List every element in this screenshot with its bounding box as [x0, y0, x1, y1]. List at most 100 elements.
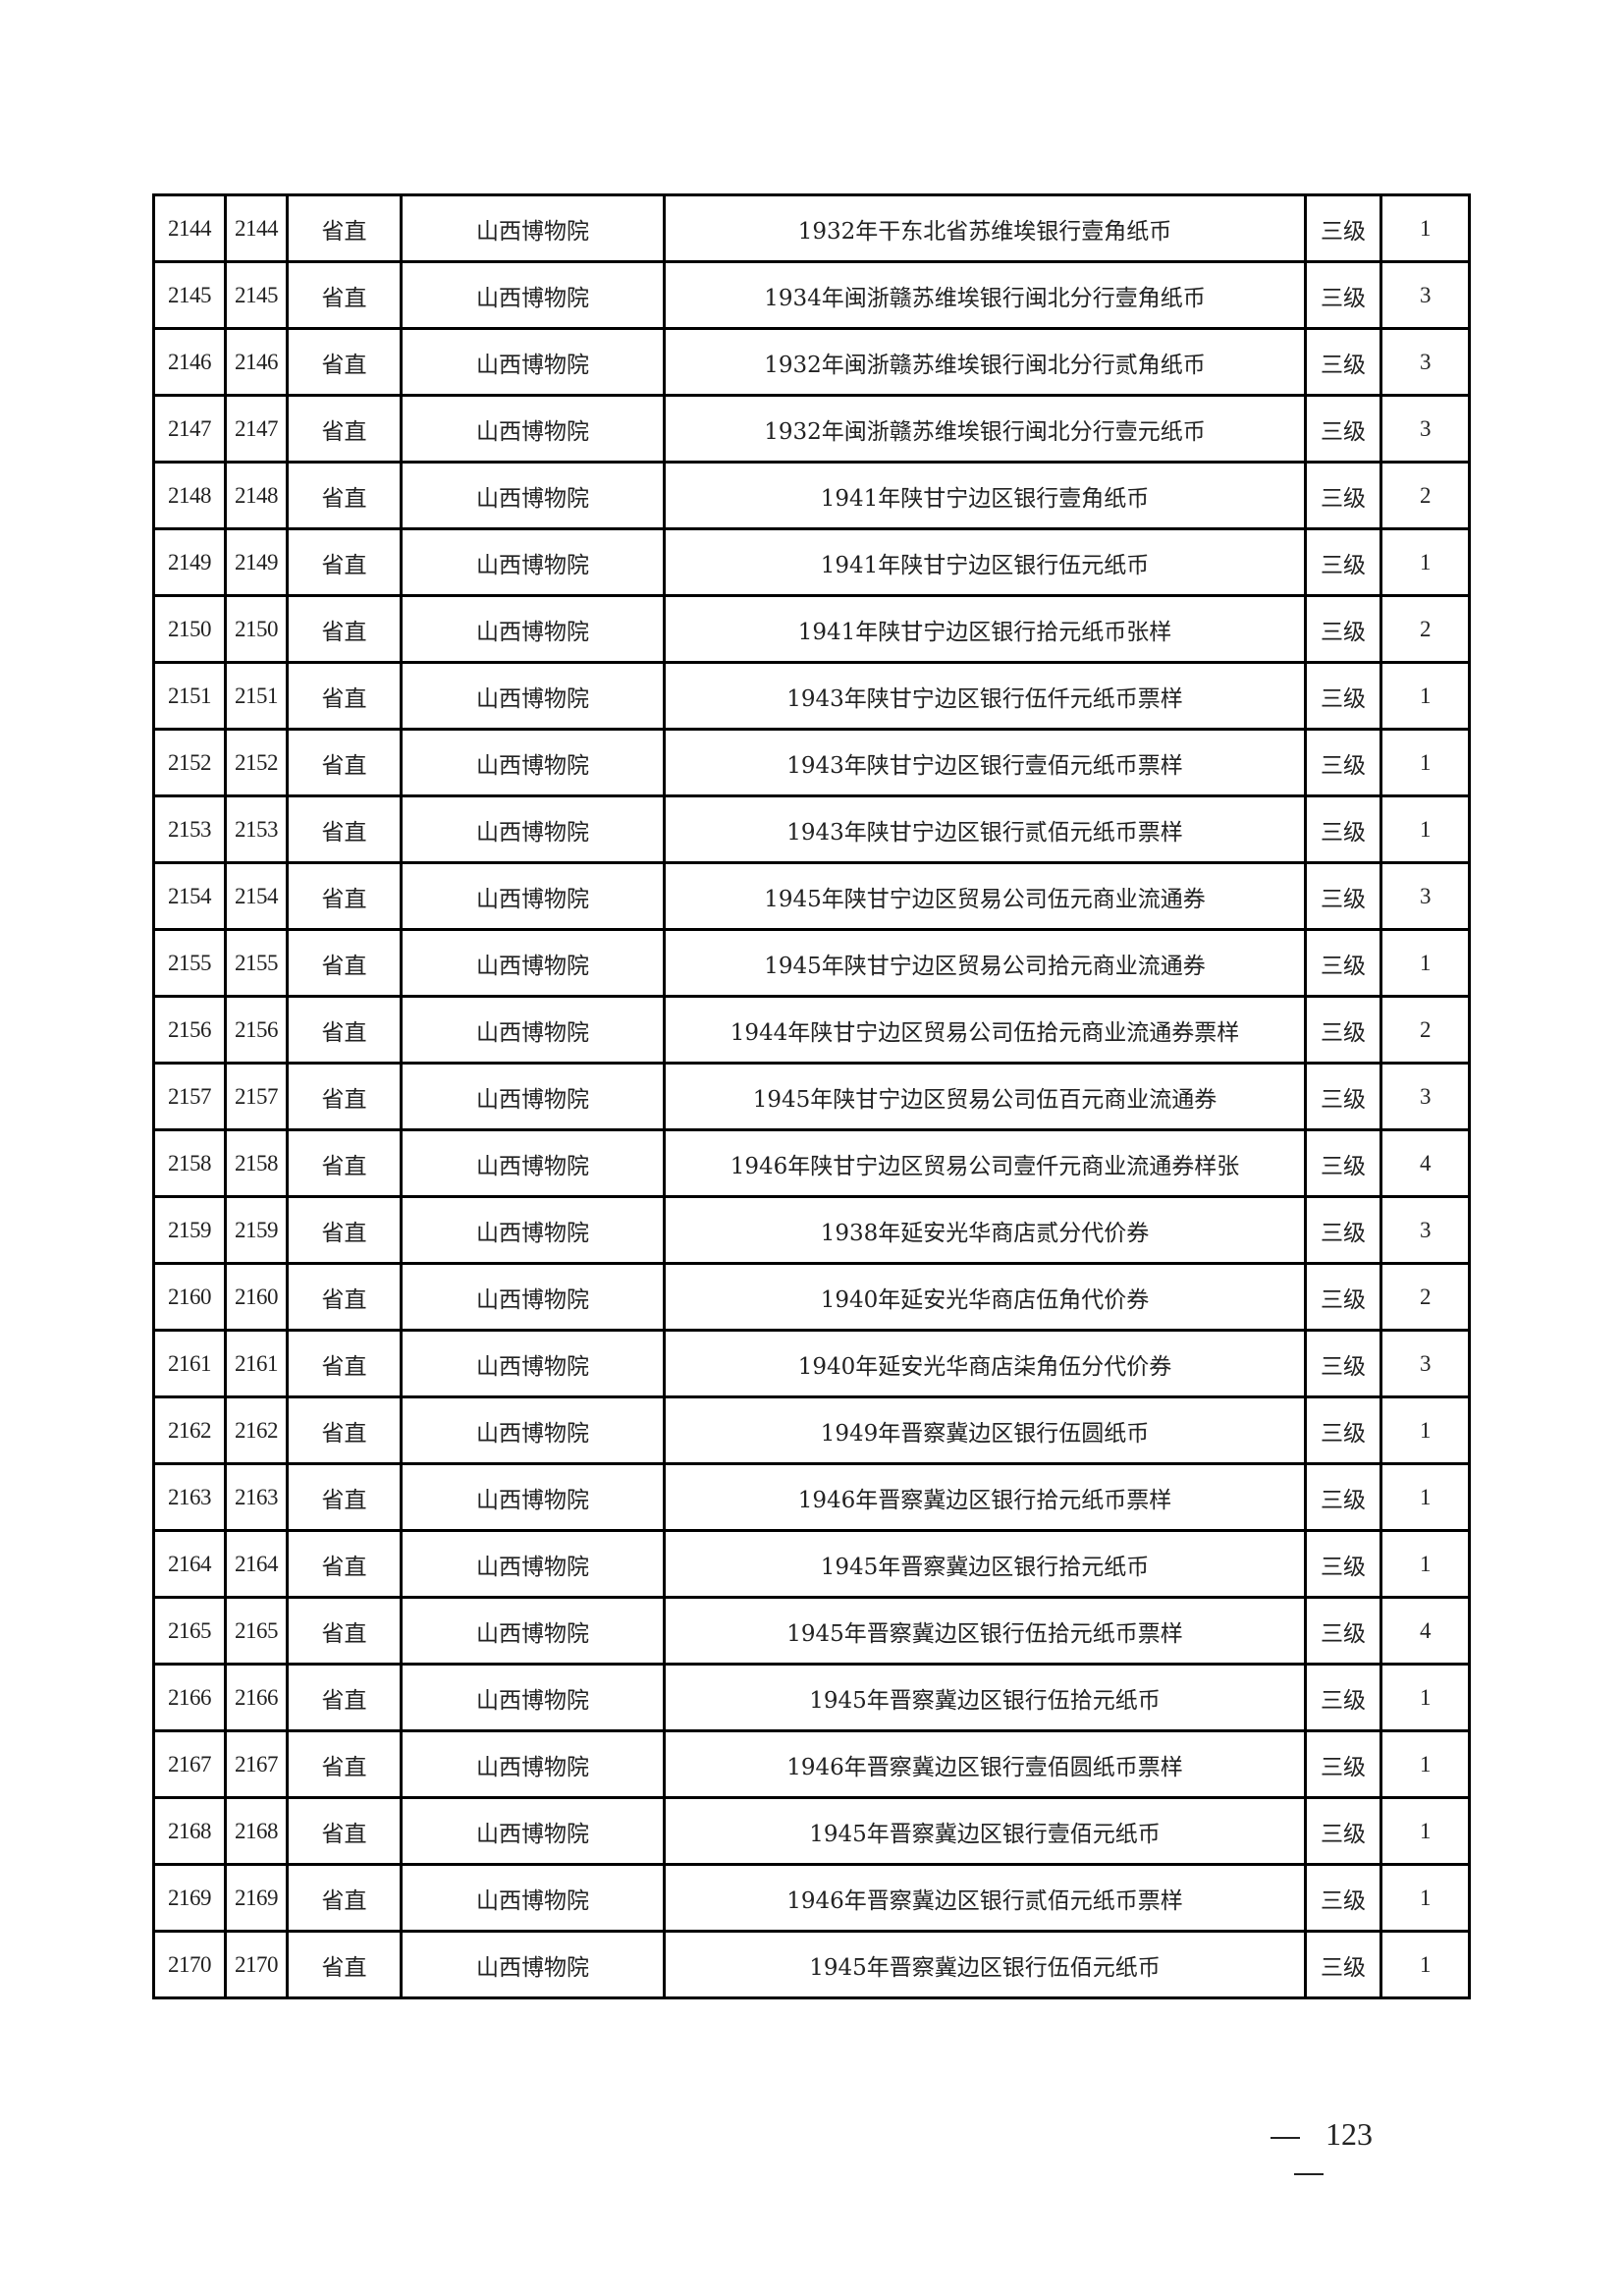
cell-quantity: 1	[1380, 1863, 1471, 1933]
table-row: 2148 2148 省直 山西博物院 1941年陕甘宁边区银行壹角纸币 三级 2	[152, 461, 1471, 530]
table-row: 2152 2152 省直 山西博物院 1943年陕甘宁边区银行壹佰元纸币票样 三级 1	[152, 728, 1471, 797]
cell-level: 省直	[286, 461, 403, 530]
cell-original-number: 2156	[224, 995, 289, 1065]
table-row: 2168 2168 省直 山西博物院 1945年晋察冀边区银行壹佰元纸币 三级 1	[152, 1796, 1471, 1866]
cell-original-number: 2147	[224, 394, 289, 464]
cell-institution: 山西博物院	[400, 1863, 666, 1933]
cell-quantity: 4	[1380, 1128, 1471, 1198]
cell-item-name: 1946年晋察冀边区银行壹佰圆纸币票样	[663, 1729, 1307, 1799]
cell-quantity: 1	[1380, 1930, 1471, 1999]
cell-level: 省直	[286, 260, 403, 330]
cell-serial-number: 2163	[152, 1462, 227, 1532]
cell-grade: 三级	[1304, 1062, 1382, 1131]
cell-item-name: 1945年晋察冀边区银行壹佰元纸币	[663, 1796, 1307, 1866]
cell-original-number: 2160	[224, 1262, 289, 1332]
cell-item-name: 1941年陕甘宁边区银行壹角纸币	[663, 461, 1307, 530]
cell-quantity: 1	[1380, 527, 1471, 597]
cell-item-name: 1932年干东北省苏维埃银行壹角纸币	[663, 193, 1307, 263]
cell-institution: 山西博物院	[400, 327, 666, 397]
cell-level: 省直	[286, 995, 403, 1065]
cell-grade: 三级	[1304, 1462, 1382, 1532]
cell-grade: 三级	[1304, 1329, 1382, 1398]
cell-institution: 山西博物院	[400, 1529, 666, 1599]
cell-quantity: 3	[1380, 327, 1471, 397]
cell-original-number: 2155	[224, 928, 289, 998]
cell-original-number: 2146	[224, 327, 289, 397]
cell-grade: 三级	[1304, 1596, 1382, 1666]
cell-institution: 山西博物院	[400, 461, 666, 530]
cell-serial-number: 2147	[152, 394, 227, 464]
table-row: 2162 2162 省直 山西博物院 1949年晋察冀边区银行伍圆纸币 三级 1	[152, 1395, 1471, 1465]
cell-serial-number: 2155	[152, 928, 227, 998]
cell-level: 省直	[286, 1529, 403, 1599]
cell-institution: 山西博物院	[400, 661, 666, 731]
cell-serial-number: 2165	[152, 1596, 227, 1666]
cell-institution: 山西博物院	[400, 527, 666, 597]
cell-grade: 三级	[1304, 661, 1382, 731]
cell-grade: 三级	[1304, 1128, 1382, 1198]
cell-grade: 三级	[1304, 794, 1382, 864]
cell-item-name: 1946年陕甘宁边区贸易公司壹仟元商业流通券样张	[663, 1128, 1307, 1198]
table-row: 2165 2165 省直 山西博物院 1945年晋察冀边区银行伍拾元纸币票样 三级 4	[152, 1596, 1471, 1666]
cell-serial-number: 2161	[152, 1329, 227, 1398]
cell-quantity: 1	[1380, 928, 1471, 998]
cell-item-name: 1941年陕甘宁边区银行拾元纸币张样	[663, 594, 1307, 664]
cell-original-number: 2145	[224, 260, 289, 330]
table-row: 2159 2159 省直 山西博物院 1938年延安光华商店贰分代价券 三级 3	[152, 1195, 1471, 1265]
table-row: 2154 2154 省直 山西博物院 1945年陕甘宁边区贸易公司伍元商业流通券 三级 3	[152, 861, 1471, 931]
cell-serial-number: 2145	[152, 260, 227, 330]
table-row: 2145 2145 省直 山西博物院 1934年闽浙赣苏维埃银行闽北分行壹角纸币 三级 3	[152, 260, 1471, 330]
cell-grade: 三级	[1304, 1796, 1382, 1866]
cell-grade: 三级	[1304, 260, 1382, 330]
cell-original-number: 2161	[224, 1329, 289, 1398]
table-row: 2146 2146 省直 山西博物院 1932年闽浙赣苏维埃银行闽北分行贰角纸币 三级 3	[152, 327, 1471, 397]
cell-level: 省直	[286, 1729, 403, 1799]
cell-level: 省直	[286, 1796, 403, 1866]
cell-institution: 山西博物院	[400, 1729, 666, 1799]
cell-quantity: 1	[1380, 1395, 1471, 1465]
cell-serial-number: 2149	[152, 527, 227, 597]
cell-item-name: 1944年陕甘宁边区贸易公司伍拾元商业流通券票样	[663, 995, 1307, 1065]
cell-quantity: 3	[1380, 1329, 1471, 1398]
cell-item-name: 1932年闽浙赣苏维埃银行闽北分行贰角纸币	[663, 327, 1307, 397]
cell-quantity: 3	[1380, 394, 1471, 464]
cell-serial-number: 2152	[152, 728, 227, 797]
cell-quantity: 4	[1380, 1596, 1471, 1666]
cell-grade: 三级	[1304, 1729, 1382, 1799]
cell-serial-number: 2170	[152, 1930, 227, 1999]
table-row: 2170 2170 省直 山西博物院 1945年晋察冀边区银行伍佰元纸币 三级 1	[152, 1930, 1471, 1999]
cell-serial-number: 2153	[152, 794, 227, 864]
cell-item-name: 1943年陕甘宁边区银行壹佰元纸币票样	[663, 728, 1307, 797]
cell-grade: 三级	[1304, 1262, 1382, 1332]
cell-grade: 三级	[1304, 594, 1382, 664]
cell-institution: 山西博物院	[400, 1262, 666, 1332]
cell-serial-number: 2166	[152, 1663, 227, 1732]
cell-item-name: 1946年晋察冀边区银行拾元纸币票样	[663, 1462, 1307, 1532]
cell-original-number: 2150	[224, 594, 289, 664]
cell-institution: 山西博物院	[400, 1062, 666, 1131]
cell-original-number: 2153	[224, 794, 289, 864]
cell-original-number: 2149	[224, 527, 289, 597]
cell-institution: 山西博物院	[400, 394, 666, 464]
cell-serial-number: 2164	[152, 1529, 227, 1599]
table-row: 2144 2144 省直 山西博物院 1932年干东北省苏维埃银行壹角纸币 三级 1	[152, 193, 1471, 263]
cell-original-number: 2170	[224, 1930, 289, 1999]
cell-grade: 三级	[1304, 1195, 1382, 1265]
cell-institution: 山西博物院	[400, 728, 666, 797]
cell-item-name: 1946年晋察冀边区银行贰佰元纸币票样	[663, 1863, 1307, 1933]
dash-right	[1294, 2172, 1324, 2175]
cell-serial-number: 2150	[152, 594, 227, 664]
cell-institution: 山西博物院	[400, 995, 666, 1065]
cell-level: 省直	[286, 861, 403, 931]
cell-quantity: 1	[1380, 1529, 1471, 1599]
cell-institution: 山西博物院	[400, 1462, 666, 1532]
cell-institution: 山西博物院	[400, 861, 666, 931]
cell-item-name: 1934年闽浙赣苏维埃银行闽北分行壹角纸币	[663, 260, 1307, 330]
cell-level: 省直	[286, 1863, 403, 1933]
cell-level: 省直	[286, 1062, 403, 1131]
cell-level: 省直	[286, 661, 403, 731]
cell-level: 省直	[286, 394, 403, 464]
cell-grade: 三级	[1304, 995, 1382, 1065]
cell-grade: 三级	[1304, 1863, 1382, 1933]
table-row: 2161 2161 省直 山西博物院 1940年延安光华商店柒角伍分代价券 三级 3	[152, 1329, 1471, 1398]
